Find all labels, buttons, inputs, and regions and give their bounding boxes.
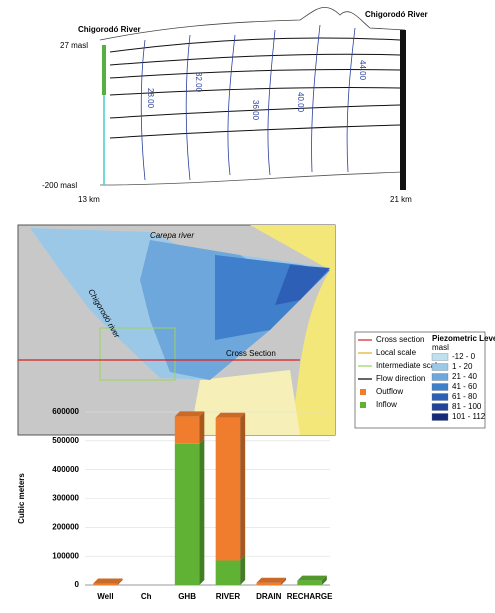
bar-side <box>199 411 205 444</box>
legend-swatch <box>431 393 449 401</box>
legend: Cross section Local scale Intermediate sca… <box>358 334 495 421</box>
legend-label: 41 - 60 <box>452 382 477 391</box>
x-tick-label: Ch <box>141 592 152 601</box>
right-distance: 21 km <box>390 195 412 204</box>
bar-segment <box>215 417 241 561</box>
legend-swatch <box>431 403 449 411</box>
bar-top <box>174 411 205 417</box>
contour-label: 36.00 <box>251 100 260 121</box>
y-axis-label: Cubic meters <box>17 473 26 524</box>
bar-top <box>93 578 123 584</box>
bar-segment <box>174 416 200 444</box>
map-label: Cross Section <box>226 349 276 358</box>
legend-label: 101 - 112 <box>452 412 486 421</box>
legend-swatch <box>431 363 449 371</box>
legend-label: 1 - 20 <box>452 362 473 371</box>
contour-label: 32.00 <box>194 72 203 93</box>
contour-label: 28.00 <box>146 88 155 109</box>
x-tick-label: RECHARGE <box>287 592 333 601</box>
bar-segment <box>93 583 118 585</box>
cross-section: Chigorodó River Chigorodó River 27 masl … <box>42 6 428 204</box>
top-elevation: 27 masl <box>60 41 88 50</box>
bar-side <box>281 577 286 585</box>
legend-swatch <box>431 353 449 361</box>
contours <box>140 24 356 181</box>
legend-swatch <box>431 373 449 381</box>
y-tick-label: 400000 <box>52 465 79 474</box>
aquifer-4 <box>275 265 330 305</box>
x-tick-label: DRAIN <box>256 592 282 601</box>
right-boundary <box>400 30 406 190</box>
bar-segment <box>174 443 200 585</box>
y-tick-label: 500000 <box>52 436 79 445</box>
bottom-elevation: -200 masl <box>42 181 77 190</box>
bar-top <box>215 412 246 418</box>
bar-side <box>321 575 327 585</box>
bar-side <box>240 555 246 585</box>
bar-segment <box>256 582 281 585</box>
x-tick-label: Well <box>97 592 113 601</box>
legend-frame <box>354 331 486 429</box>
legend-label: Intermediate scale <box>376 361 442 370</box>
left-river <box>102 45 106 95</box>
bar-top <box>256 577 286 583</box>
legend-swatch <box>360 402 366 408</box>
contour-label: 40.00 <box>296 92 305 113</box>
local-scale-box <box>99 327 176 381</box>
legend-label: 21 - 40 <box>452 372 477 381</box>
bottom <box>99 171 406 186</box>
legend-swatch <box>431 413 449 421</box>
map-label: Carepa river <box>150 231 194 240</box>
y-tick-label: 200000 <box>52 522 79 531</box>
bar-chart: 0 100000 200000 300000 400000 500000 600000 Cub… <box>17 407 333 601</box>
map: Carepa river Chigorodó river Cross Secti… <box>17 224 495 436</box>
legend-swatch <box>431 383 449 391</box>
legend-title: Piezometric Level <box>432 334 495 343</box>
legend-label: Outflow <box>376 387 403 396</box>
bar-side <box>240 412 246 561</box>
surface <box>99 6 406 41</box>
bar-top <box>297 575 327 581</box>
bar-side <box>117 578 123 585</box>
legend-swatch <box>360 389 366 395</box>
legend-label: Local scale <box>376 348 417 357</box>
y-tick-label: 0 <box>75 580 80 589</box>
y-tick-label: 600000 <box>52 407 79 416</box>
right-river-label: Chigorodó River <box>365 10 428 19</box>
left-river-label: Chigorodó River <box>78 25 141 34</box>
bar-segment <box>215 560 241 585</box>
land-east <box>250 225 335 435</box>
legend-label: Flow direction <box>376 374 425 383</box>
legend-label: Inflow <box>376 400 397 409</box>
left-distance: 13 km <box>78 195 100 204</box>
bar-side <box>199 438 205 585</box>
y-tick-label: 300000 <box>52 494 79 503</box>
flow-lines <box>109 37 401 139</box>
legend-label: Cross section <box>376 335 424 344</box>
contour-label: 44.00 <box>358 60 367 81</box>
x-tick-label: GHB <box>178 592 196 601</box>
bar-segment <box>297 580 322 585</box>
legend-unit: masl <box>432 343 449 352</box>
legend-label: 61 - 80 <box>452 392 477 401</box>
legend-label: -12 - 0 <box>452 352 476 361</box>
y-tick-label: 100000 <box>52 551 79 560</box>
legend-label: 81 - 100 <box>452 402 482 411</box>
x-tick-label: RIVER <box>216 592 241 601</box>
